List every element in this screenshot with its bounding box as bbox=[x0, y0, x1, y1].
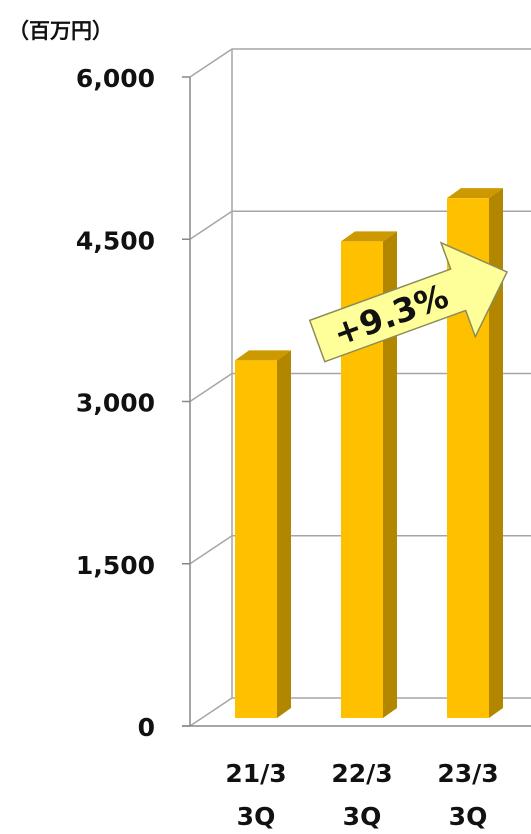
gridline bbox=[189, 697, 531, 727]
axis-layer bbox=[182, 76, 531, 727]
bar-front-face bbox=[235, 360, 277, 718]
bar-22-3 bbox=[341, 231, 397, 718]
x-tick-label-period: 3Q bbox=[237, 802, 276, 831]
y-tick-label: 1,500 bbox=[76, 551, 155, 580]
growth-arrow-shape bbox=[308, 241, 509, 363]
y-tick-label: 6,000 bbox=[76, 64, 155, 93]
x-tick-label: 22/3 bbox=[331, 759, 392, 788]
bar-side-face bbox=[277, 350, 291, 718]
x-tick-label: 23/3 bbox=[437, 759, 498, 788]
bar-side-face bbox=[383, 231, 397, 718]
gridline bbox=[189, 48, 531, 78]
x-tick-label-period: 3Q bbox=[343, 802, 382, 831]
bar-top-face bbox=[235, 350, 291, 361]
y-tick-label: 0 bbox=[138, 713, 155, 742]
bar-top-face bbox=[447, 188, 503, 199]
grid-layer bbox=[189, 48, 531, 727]
bar-side-face bbox=[489, 188, 503, 718]
y-tick-label: 3,000 bbox=[76, 389, 155, 418]
x-tick-label-period: 3Q bbox=[449, 802, 488, 831]
label-layer: 0 1,500 3,000 4,500 6,000 21/3 3Q 22/3 3Q 23/3 3Q （… bbox=[8, 19, 499, 831]
gridline bbox=[189, 535, 531, 565]
bar-layer bbox=[235, 188, 503, 718]
y-tick-label: 4,500 bbox=[76, 226, 155, 255]
unit-label: （百万円） bbox=[8, 19, 113, 43]
gridline bbox=[189, 210, 531, 240]
gridline bbox=[189, 372, 531, 403]
bar-21-3 bbox=[235, 350, 291, 718]
bar-top-face bbox=[341, 231, 397, 242]
x-tick-label: 21/3 bbox=[225, 759, 286, 788]
